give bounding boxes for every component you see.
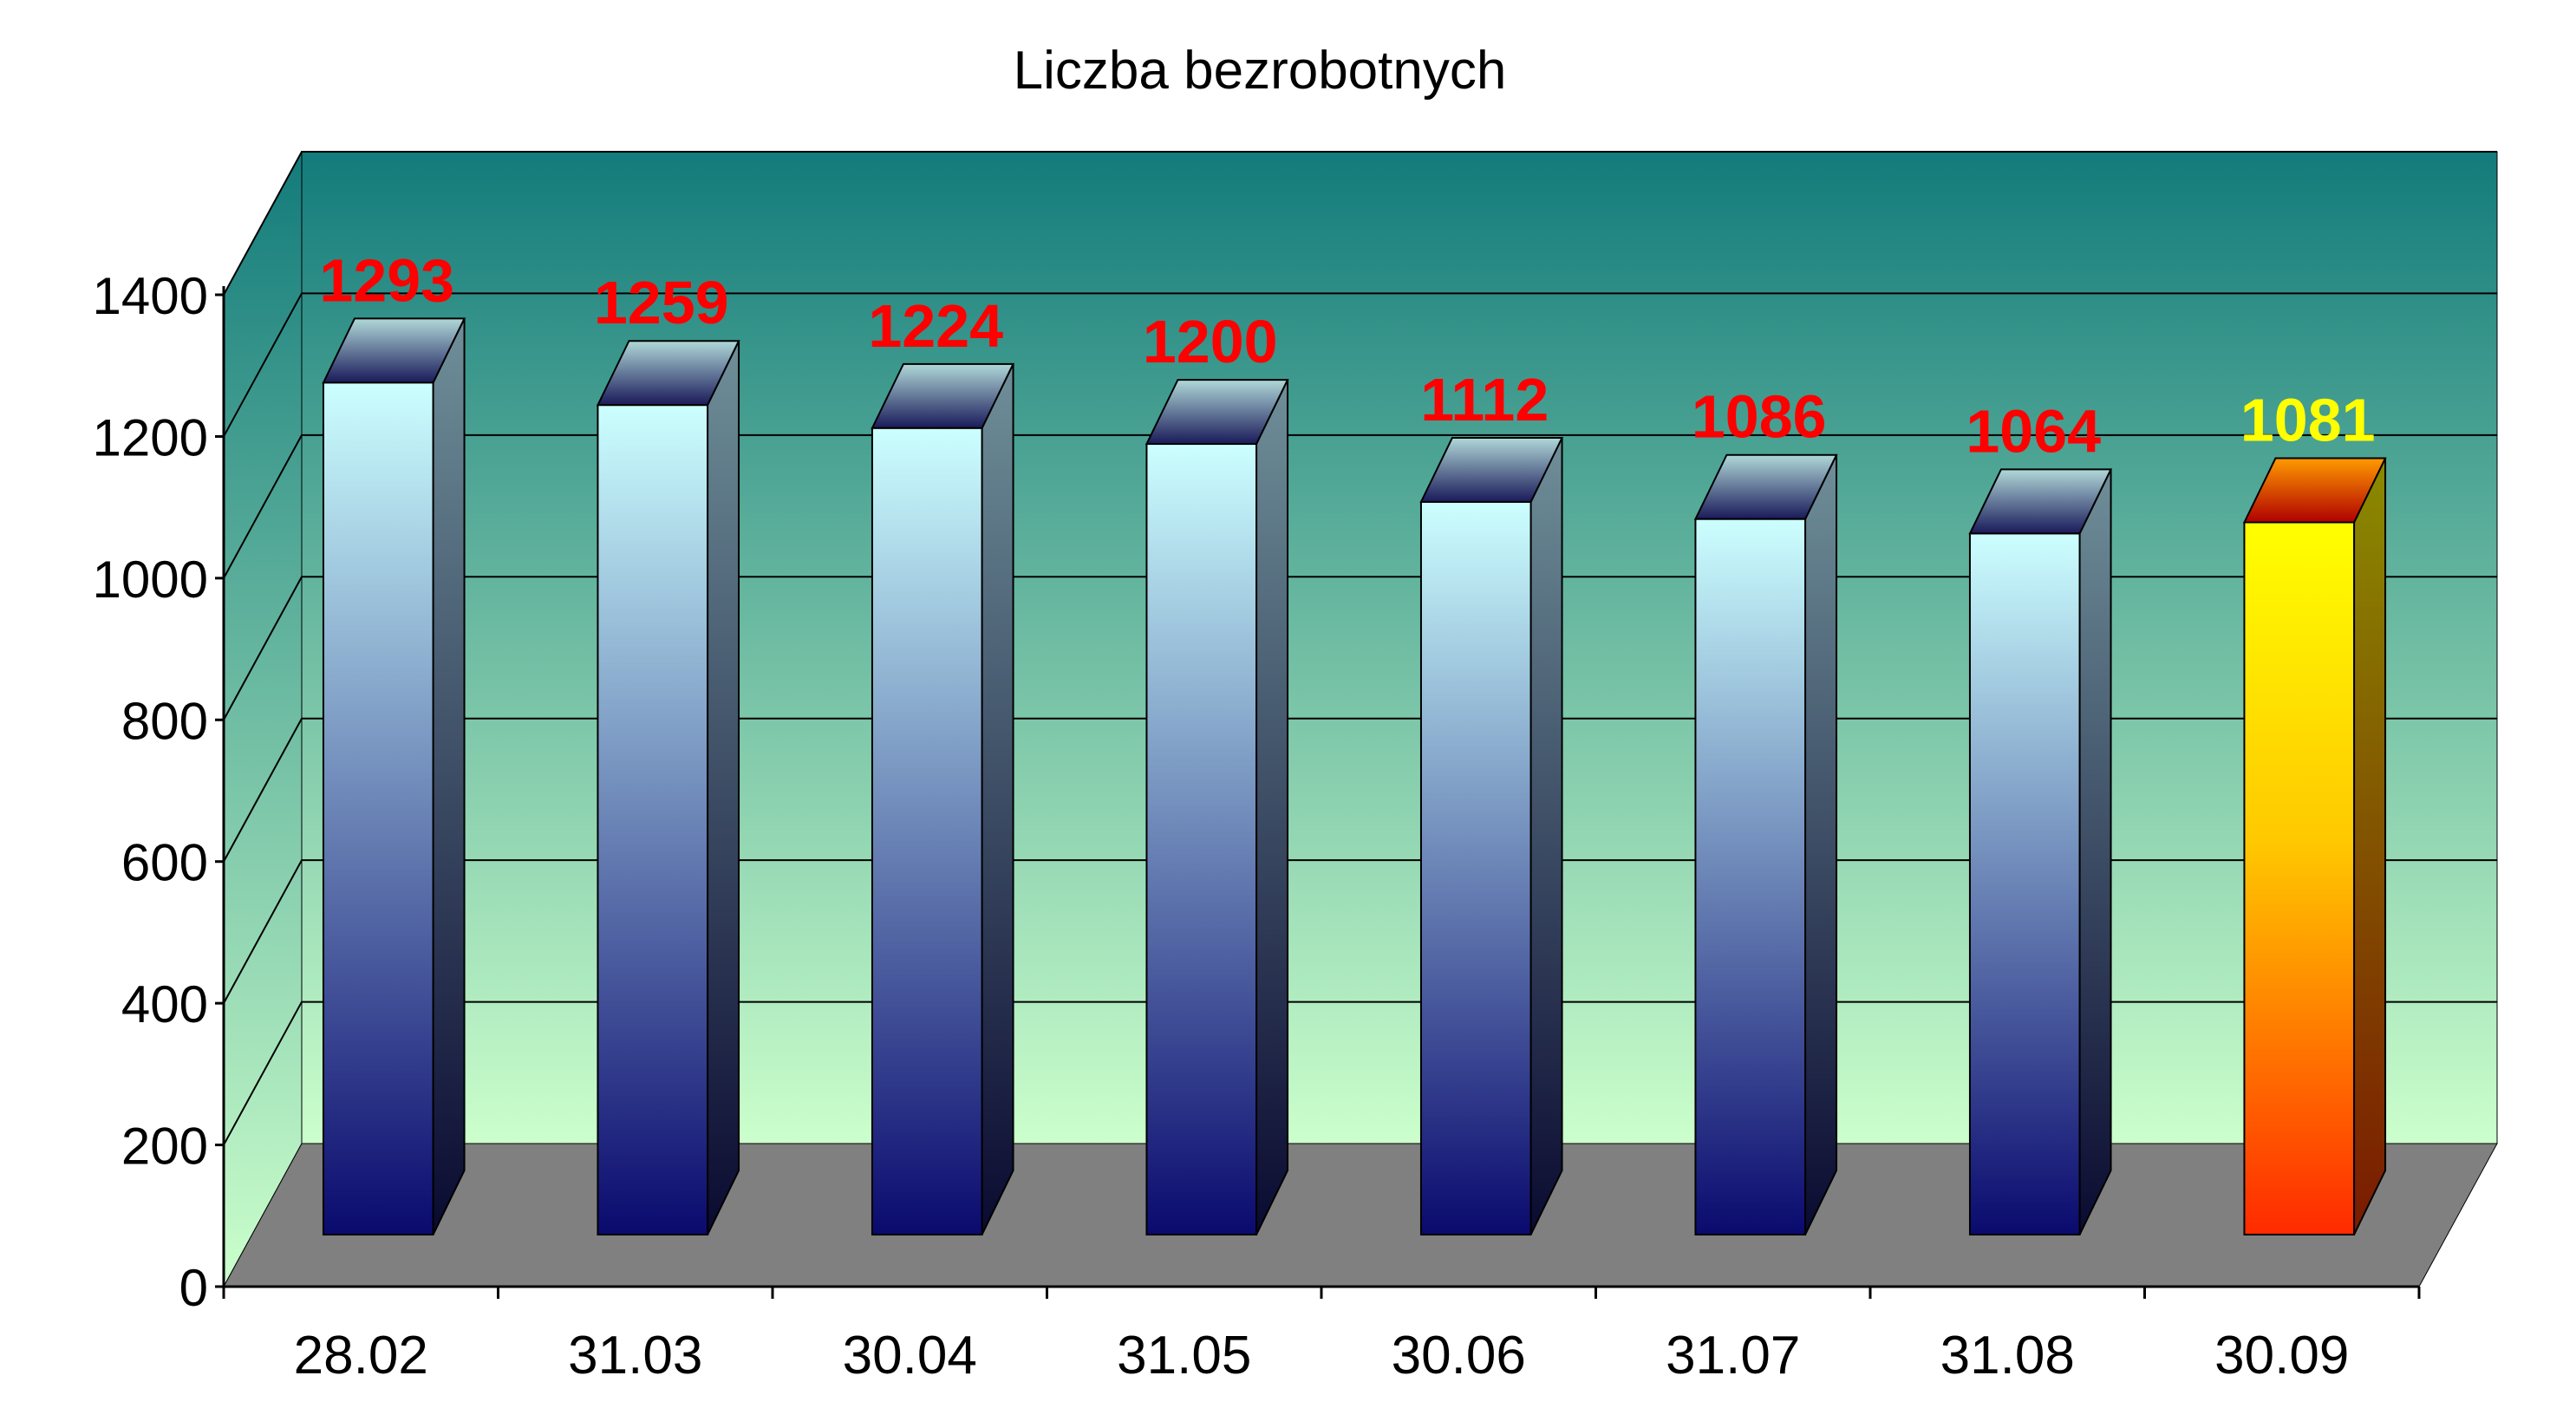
y-tick-label: 1000 [93,551,208,609]
bar-side [2078,468,2112,1235]
bar-30.04 [871,362,1015,1235]
data-labels: 1293 1259 1224 1200 1112 1086 1064 1081 [319,246,2375,465]
bar-front [322,381,434,1236]
bar-31.03 [596,340,740,1235]
bar-31.05 [1145,379,1289,1235]
x-axis-ticks: 28.02 31.03 30.04 31.05 30.06 31.07 31.08 30.09 [222,1287,2421,1385]
data-label: 1259 [594,269,729,336]
x-tick-label: 31.08 [1940,1326,2075,1385]
bar-31.08 [1968,468,2113,1235]
data-label: 1224 [868,292,1003,360]
bar-30.09 [2242,457,2387,1235]
gridline [223,433,2497,579]
y-tick-label: 800 [121,692,208,750]
y-tick-label: 200 [121,1118,208,1176]
data-label: 1064 [1966,397,2101,465]
y-tick-label: 1200 [93,408,208,466]
floor-plane [223,1143,2498,1287]
data-label: 1086 [1692,383,1827,451]
bar-front [1145,443,1258,1235]
x-tick-label: 30.06 [1392,1326,1526,1385]
bar-28.02 [322,317,466,1236]
data-label: 1293 [319,246,454,314]
side-wall [223,151,303,1287]
y-tick-label: 400 [121,975,208,1033]
bar-side [2353,458,2387,1235]
bar-front [1968,532,2081,1235]
bar-side [432,317,466,1235]
x-tick-label: 28.02 [294,1326,428,1385]
bar-side [981,363,1014,1235]
y-tick-label: 1400 [93,267,208,325]
data-label: 1200 [1143,308,1278,375]
y-tick-label: 0 [179,1259,208,1317]
gridline [223,292,2497,437]
data-label: 1112 [1420,366,1549,433]
data-label: 1081 [2240,387,2376,454]
bar-side [1804,454,1838,1235]
x-tick-label: 30.09 [2214,1326,2349,1385]
bar-front [871,427,983,1235]
x-tick-label: 31.03 [568,1326,702,1385]
chart-title: Liczba bezrobotnych [1014,41,1507,101]
bar-side [1255,379,1289,1235]
x-tick-label: 31.07 [1666,1326,1800,1385]
bar-31.07 [1693,453,1838,1235]
bar-side [707,340,740,1235]
y-tick-label: 600 [121,834,208,892]
bar-front [1694,518,1807,1235]
bar-front [1419,500,1532,1235]
bar-front [2243,521,2356,1235]
bars [322,317,2387,1236]
bar-front [597,404,709,1235]
x-tick-label: 31.05 [1117,1326,1251,1385]
x-tick-label: 30.04 [843,1326,977,1385]
gridline [223,151,2497,296]
y-axis-ticks: 0 200 400 600 800 1000 1200 1400 [93,267,224,1317]
bar-30.06 [1419,436,1564,1235]
chart-floor [223,1143,2498,1287]
bar-side [1529,437,1563,1235]
